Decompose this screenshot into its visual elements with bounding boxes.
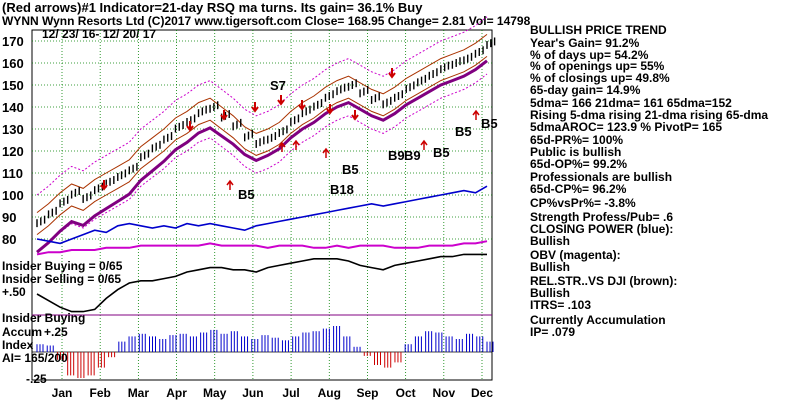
stats-panel-line: 65d-OP%= 99.2% [530,157,628,171]
signal-label: B5 [342,162,359,177]
accum-scale-top: +.50 [2,285,26,299]
sell-arrow [388,68,396,79]
stats-panel-line: 65d-CP%= 96.2% [530,182,627,196]
signal-label: B9 [388,148,405,163]
stats-panel-line: Bullish [530,286,571,300]
sell-arrow [100,180,108,191]
signal-label: S7 [270,78,286,93]
sell-arrow [298,100,306,111]
sell-arrow [251,102,259,113]
price-tick-label: 90 [2,210,16,225]
stats-panel-line: 5dmaAROC= 123.9 % PivotP= 165 [530,120,723,134]
header-line2: WYNN Wynn Resorts Ltd (C)2017 www.tigers… [2,14,530,28]
accum-scale-mid: +.25 [44,325,68,339]
buy-arrow [226,179,234,190]
month-label: Jun [242,386,263,400]
price-tick-label: 150 [2,78,24,93]
insider-selling-label: Insider Selling = 0/65 [2,272,121,286]
buy-arrow [292,139,300,150]
header-line1: (Red arrows)#1 Indicator=21-day RSQ ma t… [2,0,423,15]
signal-label: B18 [330,182,354,197]
upper-band-outer [36,16,488,196]
stats-panel-line: CLOSING POWER (blue): [530,222,674,236]
month-label: Jul [282,386,299,400]
buy-arrow [322,147,330,158]
signal-label: B5 [455,124,472,139]
price-tick-label: 120 [2,144,24,159]
stats-panel-line: Bullish [530,234,571,248]
month-label: Apr [166,386,187,400]
signal-label: B5 [433,145,450,160]
price-tick-label: 160 [2,56,24,71]
price-tick-label: 110 [2,166,23,181]
signal-label: B9 [404,148,421,163]
month-label: Oct [396,386,416,400]
accum-title: Accum [2,325,42,339]
sell-arrow [326,104,334,115]
signal-label: B5 [481,116,498,131]
stats-panel-line: IP= .079 [530,325,576,339]
stats-panel-line: 65d-PR%= 100% [530,133,624,147]
month-label: Dec [471,386,493,400]
price-tick-label: 130 [2,122,24,137]
index-title: Index [2,338,34,352]
stats-panel-line: Public is bullish [530,145,622,159]
stats-panel-line: BULLISH PRICE TREND [530,23,667,37]
stats-panel-line: Strength Profess/Pub= .6 [530,210,674,224]
insider-buying-title: Insider Buying [2,311,85,325]
price-tick-label: 140 [2,100,24,115]
stats-panel-line: 65-day gain= 14.9% [530,83,641,97]
upper-band [36,34,488,213]
ma-65-line [36,59,488,254]
buy-arrow [278,141,286,152]
stats-panel-line: ITRS= .103 [530,298,592,312]
insider-buying-label: Insider Buying = 0/65 [2,259,123,273]
ai-value: AI= 165/200 [2,351,68,365]
sell-arrow [351,110,359,121]
plot-frame [31,29,493,381]
month-label: Sep [356,386,378,400]
signal-label: B5 [238,187,255,202]
month-label: Mar [128,386,150,400]
lower-band [36,56,488,235]
stats-panel-line: % of days up= 54.2% [530,48,649,62]
stats-panel-line: % of closings up= 49.8% [530,71,670,85]
month-label: Jan [52,386,73,400]
sell-arrow [277,95,285,106]
stats-panel-line: OBV (magenta): [530,248,621,262]
month-label: Nov [432,386,455,400]
price-tick-label: 80 [2,232,16,247]
stats-panel-line: Professionals are bullish [530,170,673,184]
date-range: 12/ 23/ 16- 12/ 20/ 17 [42,27,156,41]
stats-panel-line: Currently Accumulation [530,313,666,327]
stats-panel-line: Bullish [530,260,571,274]
stats-panel-line: Rising 5-dma rising 21-dma rising 65-dma [530,108,769,122]
relstr-line [36,253,487,313]
sell-arrow [220,110,228,121]
price-tick-label: 100 [2,188,24,203]
month-label: Feb [90,386,111,400]
buy-arrow [420,139,428,150]
month-label: Aug [318,386,341,400]
price-chart-svg: (Red arrows)#1 Indicator=21-day RSQ ma t… [2,0,531,400]
month-label: May [203,386,227,400]
obv-line [36,240,488,256]
stats-panel-line: 5dma= 166 21dma= 161 65dma=152 [530,96,732,110]
stats-panel-line: REL.STR..VS DJI (brown): [530,274,678,288]
buy-arrow [472,109,480,120]
stats-panel-line: % of openings up= 55% [530,59,665,73]
stats-panel-line: Year's Gain= 91.2% [530,36,640,50]
stats-panel-line: CP%vsPr%= -3.8% [530,196,636,210]
sell-arrow [186,121,194,132]
price-tick-label: 170 [2,34,24,49]
accum-scale-bottom: -.25 [26,372,47,386]
closing-power-line [36,185,488,245]
